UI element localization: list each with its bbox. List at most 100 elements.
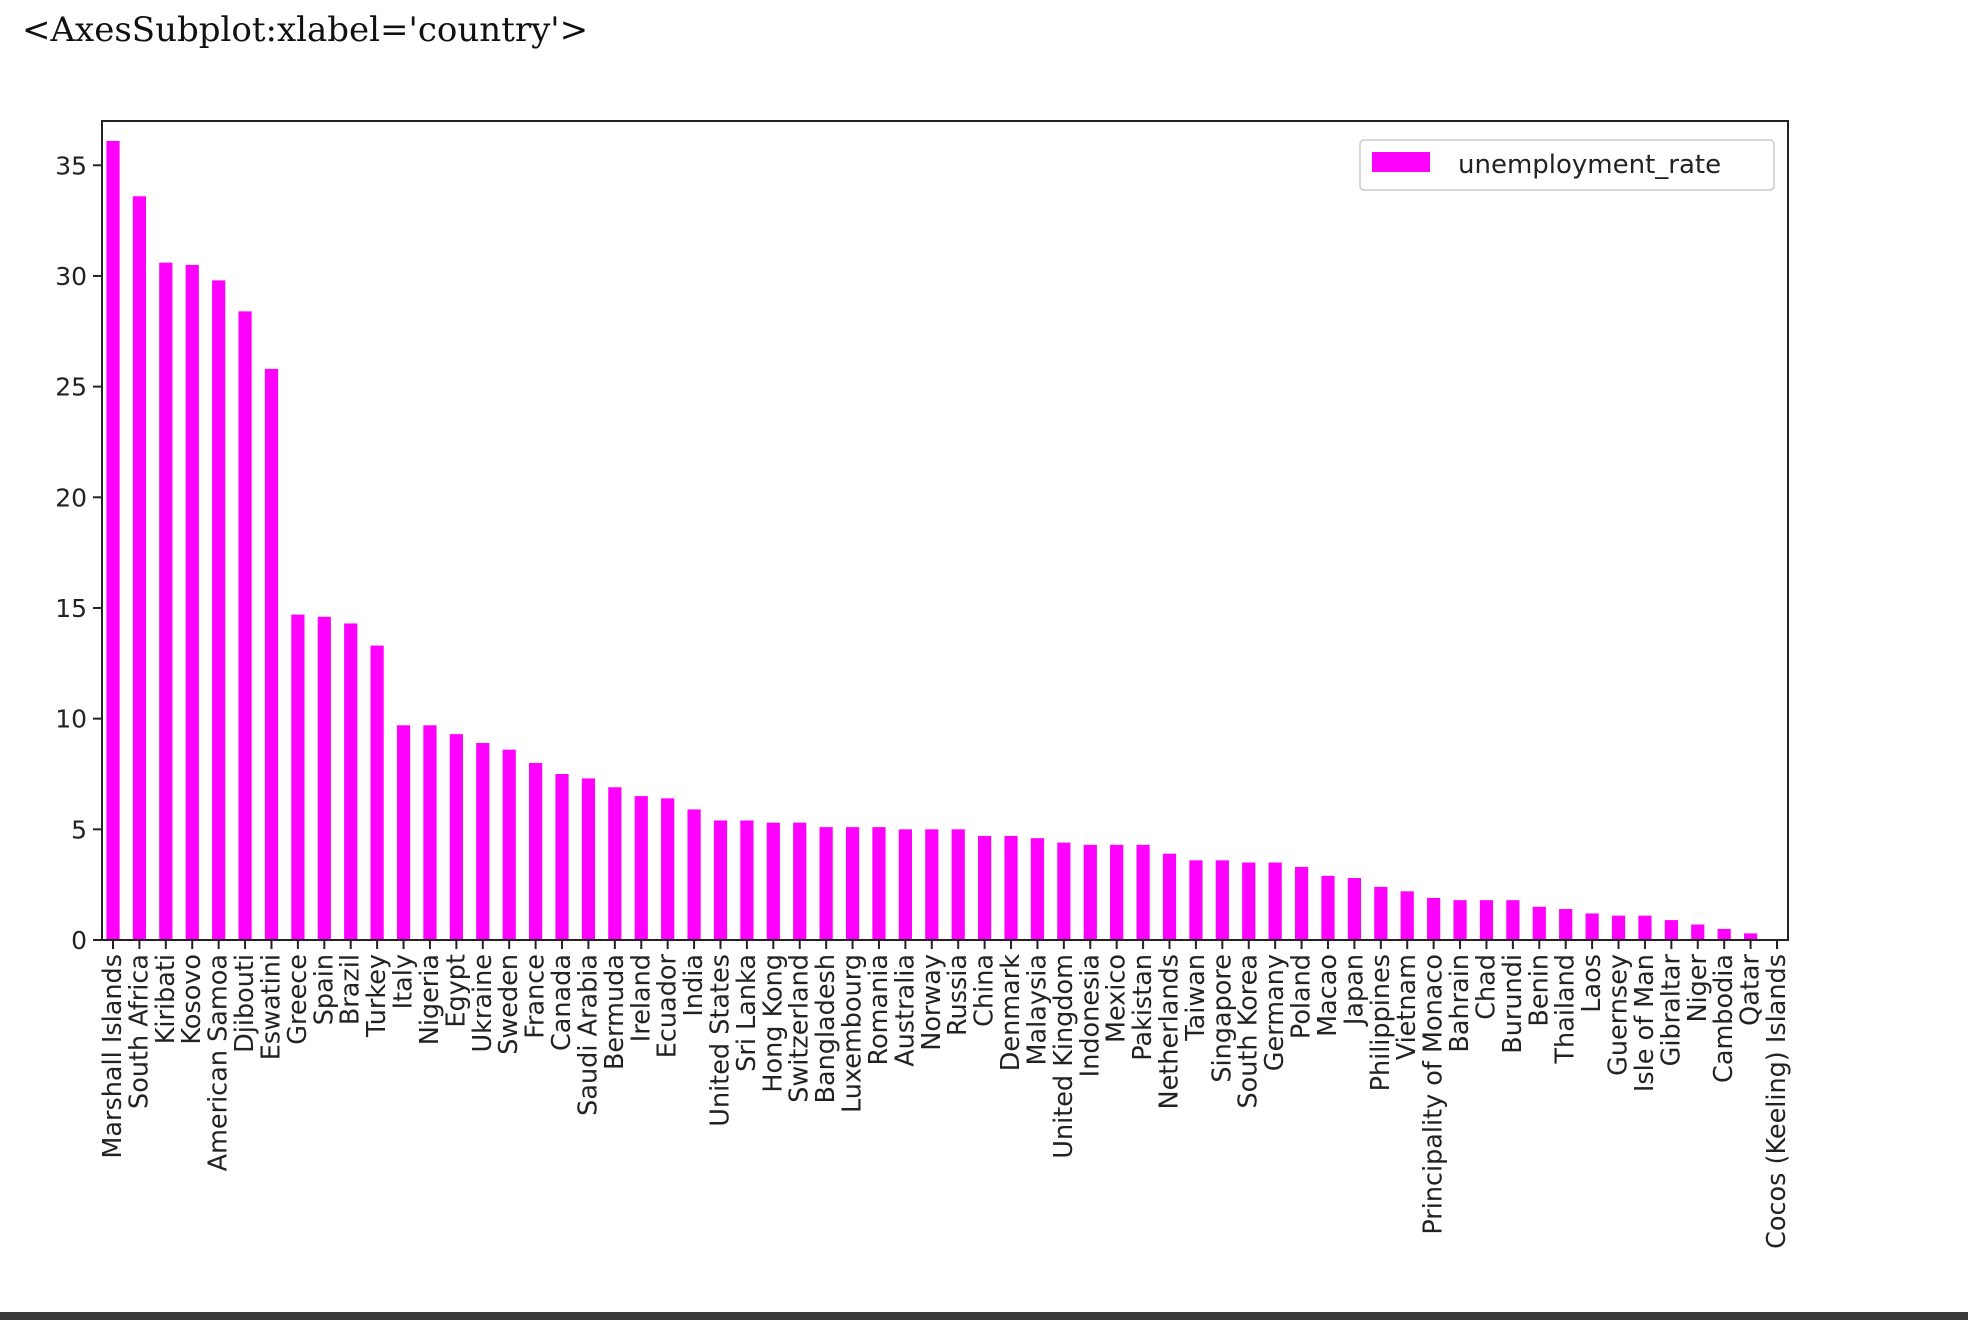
bar-singapore <box>1215 860 1229 940</box>
x-tick-label: Singapore <box>1207 954 1237 1083</box>
bar-marshall-islands <box>106 140 120 941</box>
x-tick-label: Spain <box>309 954 339 1025</box>
bar-cambodia <box>1717 928 1731 940</box>
x-tick-label: Gibraltar <box>1656 953 1686 1066</box>
bar-ecuador <box>661 798 675 940</box>
x-tick-label: Ukraine <box>468 954 498 1052</box>
x-tick-label: Kosovo <box>177 954 207 1045</box>
bar-ukraine <box>476 743 490 940</box>
x-tick-label: Cocos (Keeling) Islands <box>1762 954 1792 1249</box>
x-tick-label: Germany <box>1260 954 1290 1071</box>
bar-bangladesh <box>819 827 833 940</box>
bar-germany <box>1268 862 1282 940</box>
x-tick-label: Cambodia <box>1709 954 1739 1083</box>
x-tick-label: Australia <box>890 954 920 1067</box>
x-tick-label: Luxembourg <box>838 954 868 1113</box>
bar-chad <box>1479 900 1494 940</box>
bar-australia <box>898 829 912 940</box>
bar-burundi <box>1506 900 1520 940</box>
bar-france <box>529 762 543 940</box>
bar-kiribati <box>159 262 173 940</box>
bar-indonesia <box>1083 844 1097 940</box>
bar-romania <box>872 827 886 940</box>
bar-south-africa <box>132 196 147 940</box>
bar-isle-of-man <box>1638 915 1652 940</box>
bar-united-states <box>713 820 728 940</box>
bar-qatar <box>1743 933 1758 940</box>
bar-united-kingdom <box>1057 842 1071 940</box>
x-tick-label: Philippines <box>1366 954 1396 1091</box>
bar-india <box>687 809 701 940</box>
bar-italy <box>396 725 411 940</box>
x-tick-label: Kiribati <box>151 954 181 1044</box>
x-tick-label: Indonesia <box>1075 954 1105 1077</box>
axes-frame <box>101 120 1789 941</box>
x-tick-label: Qatar <box>1736 953 1766 1025</box>
y-axis: 0 5 10 15 20 25 30 35 <box>55 151 102 955</box>
bar-eswatini <box>264 368 279 940</box>
bar-south-korea <box>1242 862 1256 940</box>
bar-guernsey <box>1611 915 1626 940</box>
bar-russia <box>951 829 965 940</box>
x-tick-label: France <box>521 954 551 1039</box>
bar-bermuda <box>608 787 622 940</box>
bar-luxembourg <box>845 827 860 940</box>
bar-niger <box>1691 924 1705 940</box>
bar-greece <box>291 614 305 940</box>
x-tick-label: Niger <box>1683 953 1713 1022</box>
x-tick-label: China <box>970 954 1000 1027</box>
x-tick-label: Mexico <box>1102 954 1132 1043</box>
bar-sweden <box>502 749 516 940</box>
x-tick-label: Taiwan <box>1181 954 1211 1042</box>
x-tick-label: Brazil <box>336 954 366 1025</box>
x-tick-label: Eswatini <box>256 954 286 1060</box>
y-tick-label: 0 <box>71 926 87 955</box>
x-tick-label: Vietnam <box>1392 954 1422 1060</box>
x-tick-label: Denmark <box>996 954 1026 1071</box>
x-tick-label: Benin <box>1524 954 1554 1027</box>
x-tick-label: Thailand <box>1551 954 1581 1065</box>
x-tick-label: Romania <box>864 954 894 1066</box>
x-tick-label: United Kingdom <box>1049 954 1079 1159</box>
bar-brazil <box>344 623 358 940</box>
bar-benin <box>1532 906 1546 940</box>
x-tick-label: Guernsey <box>1604 954 1634 1076</box>
y-tick-label: 30 <box>55 262 87 291</box>
x-tick-label: Pakistan <box>1128 954 1158 1061</box>
y-tick-label: 5 <box>71 815 87 844</box>
bar-djibouti <box>238 311 252 940</box>
y-tick-label: 10 <box>55 705 87 734</box>
bar-egypt <box>449 734 463 940</box>
bar-gibraltar <box>1664 920 1678 940</box>
bar-malaysia <box>1030 838 1045 940</box>
bar-hong-kong <box>766 822 780 940</box>
x-tick-label: Russia <box>943 954 973 1036</box>
bar-norway <box>925 829 939 940</box>
x-tick-label: India <box>679 954 709 1017</box>
bar-principality-of-monaco <box>1427 897 1441 940</box>
x-tick-label: Macao <box>1313 954 1343 1037</box>
bar-poland <box>1294 866 1309 940</box>
axes-repr-text: <AxesSubplot:xlabel='country'> <box>22 10 589 50</box>
x-tick-label: Hong Kong <box>758 954 788 1093</box>
x-tick-label: Italy <box>389 954 419 1009</box>
x-tick-label: Japan <box>1339 954 1369 1027</box>
legend: unemployment_rate <box>1359 139 1775 191</box>
bar-canada <box>555 773 569 940</box>
bar-pakistan <box>1136 844 1150 940</box>
bar-philippines <box>1374 886 1388 940</box>
x-tick-label: Marshall Islands <box>98 954 128 1159</box>
bar-nigeria <box>423 725 437 940</box>
y-tick-label: 25 <box>55 373 87 402</box>
x-tick-label: American Samoa <box>204 954 234 1171</box>
bar-taiwan <box>1189 860 1203 940</box>
x-tick-label: Principality of Monaco <box>1419 954 1449 1235</box>
x-tick-label: Poland <box>1287 954 1317 1039</box>
x-tick-label: Burundi <box>1498 954 1528 1054</box>
x-tick-label: Malaysia <box>1022 954 1052 1065</box>
x-tick-label: Sweden <box>494 954 524 1055</box>
x-tick-label: Canada <box>547 954 577 1051</box>
bars-group <box>106 140 1758 941</box>
